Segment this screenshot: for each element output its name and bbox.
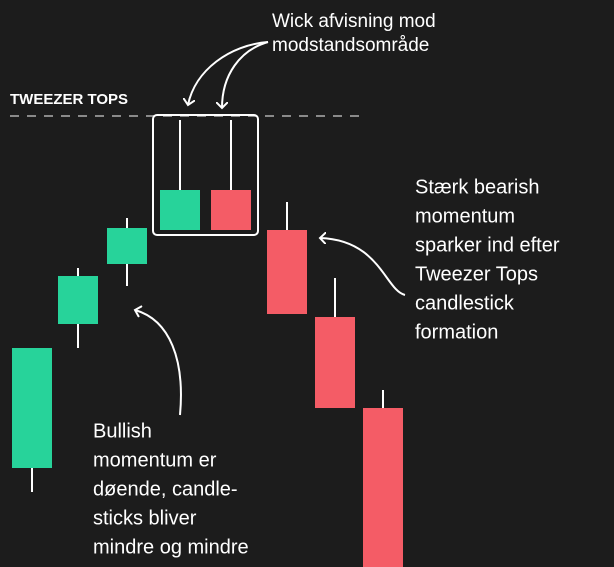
note-line: Tweezer Tops: [415, 263, 538, 285]
candle: [12, 348, 52, 468]
note-line: Stærk bearish: [415, 176, 540, 198]
arrow: [222, 41, 269, 108]
note-line: sticks bliver: [93, 507, 197, 529]
note-line: Wick afvisning mod: [272, 11, 436, 32]
candle: [211, 190, 251, 230]
note-line: døende, candle-: [93, 478, 238, 500]
note-line: sparker ind efter: [415, 234, 560, 256]
candle: [160, 190, 200, 230]
candle: [267, 230, 307, 314]
candle: [58, 276, 98, 324]
note-line: momentum er: [93, 449, 217, 471]
arrow: [135, 310, 182, 416]
note-line: mindre og mindre: [93, 536, 249, 558]
candles: [12, 114, 403, 567]
note-line: Bullish: [93, 420, 152, 442]
note-line: momentum: [415, 205, 515, 227]
highlight-box: [152, 114, 259, 236]
candle: [315, 317, 355, 408]
arrow: [320, 238, 406, 296]
pattern-label: TWEEZER TOPS: [10, 91, 128, 108]
note-line: candlestick: [415, 292, 515, 314]
notes: Wick afvisning mod modstandsområde Stærk b…: [93, 11, 560, 558]
candle: [363, 408, 403, 567]
note-line: formation: [415, 321, 498, 343]
arrow: [188, 41, 269, 105]
candle: [107, 228, 147, 264]
note-line: modstandsområde: [272, 35, 429, 56]
